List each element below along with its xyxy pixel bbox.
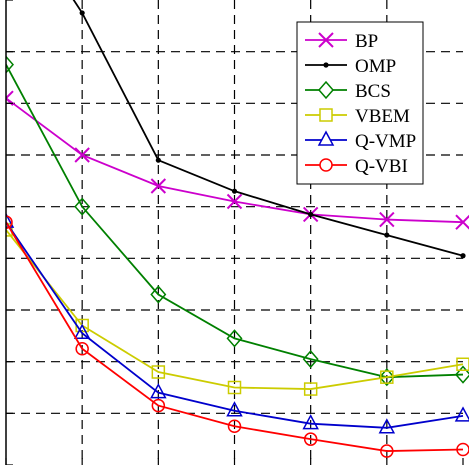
- legend-entry-q-vbi: Q-VBI: [305, 156, 408, 177]
- data-point-bcs: [226, 329, 243, 348]
- data-point-bcs: [74, 197, 91, 216]
- data-point-q-vmp: [6, 212, 15, 228]
- data-point-q-vmp: [454, 406, 469, 422]
- plot-frame: [5, 0, 464, 465]
- data-point-q-vmp: [378, 418, 396, 434]
- legend-marker-q-vbi: [319, 158, 333, 172]
- data-point-q-vmp: [302, 414, 319, 430]
- data-point-omp: [79, 10, 85, 16]
- legend-label-omp: OMP: [355, 56, 396, 77]
- data-point-q-vmp: [73, 323, 91, 339]
- legend-label-vbem: VBEM: [355, 106, 410, 127]
- legend-marker-vbem: [319, 108, 333, 122]
- data-point-bp: [74, 147, 90, 163]
- data-point-vbem: [227, 380, 242, 395]
- legend-entry-vbem: VBEM: [305, 106, 410, 127]
- legend-marker-q-vmp: [317, 130, 335, 146]
- legend-marker-bcs: [318, 80, 334, 100]
- data-point-omp: [384, 232, 390, 238]
- legend-entry-omp: OMP: [305, 56, 396, 77]
- legend-entry-bp: BP: [305, 31, 378, 52]
- data-point-bcs: [6, 55, 14, 74]
- data-point-bcs: [378, 368, 395, 387]
- data-point-q-vbi: [151, 398, 166, 413]
- data-point-omp: [308, 211, 314, 218]
- data-point-bp: [150, 178, 167, 194]
- series-line-q-vbi: [6, 221, 464, 452]
- series-omp: [72, 0, 466, 259]
- data-point-q-vbi: [6, 215, 13, 229]
- data-point-vbem: [303, 382, 318, 396]
- data-point-omp: [231, 188, 238, 194]
- data-point-vbem: [456, 357, 469, 371]
- data-point-bp: [455, 214, 469, 230]
- legend-marker-omp: [323, 62, 329, 68]
- data-point-omp: [155, 157, 161, 163]
- data-point-bp: [379, 211, 395, 228]
- series-q-vmp: [6, 212, 469, 434]
- data-point-q-vbi: [227, 419, 242, 433]
- legend-label-q-vmp: Q-VMP: [355, 131, 416, 152]
- data-point-bp: [226, 193, 243, 210]
- data-point-q-vmp: [226, 401, 243, 417]
- data-point-omp: [460, 253, 466, 259]
- legend-entry-bcs: BCS: [305, 80, 391, 102]
- series-line-q-vmp: [6, 221, 464, 429]
- data-point-vbem: [151, 365, 166, 379]
- series-q-vbi: [6, 215, 469, 458]
- legend-marker-bp: [318, 32, 334, 48]
- legend-label-bp: BP: [355, 31, 378, 52]
- data-point-bcs: [455, 365, 469, 384]
- data-point-bcs: [302, 349, 319, 369]
- data-point-q-vbi: [303, 432, 318, 446]
- data-point-q-vbi: [380, 444, 394, 458]
- data-point-vbem: [380, 370, 394, 384]
- data-point-q-vbi: [456, 442, 469, 457]
- legend: BP OMP BCS VBEM Q-VMP Q-VBI: [296, 21, 424, 185]
- legend-box: [296, 21, 424, 185]
- data-point-bcs: [150, 285, 167, 304]
- legend-label-bcs: BCS: [355, 81, 391, 102]
- legend-label-q-vbi: Q-VBI: [355, 156, 408, 177]
- data-point-q-vmp: [150, 383, 167, 399]
- data-point-q-vbi: [75, 342, 89, 356]
- legend-entry-q-vmp: Q-VMP: [305, 130, 416, 152]
